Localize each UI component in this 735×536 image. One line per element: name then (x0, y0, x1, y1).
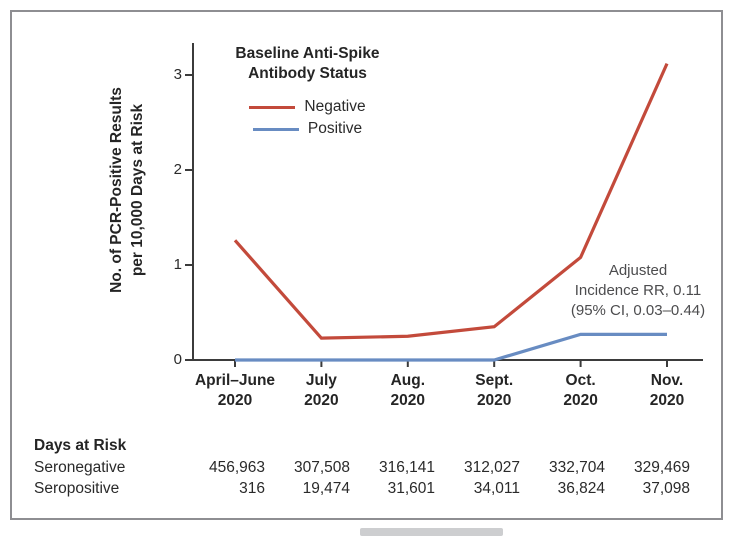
x-tick-label-0: April–June 2020 (180, 371, 290, 411)
legend-item-positive: Positive (200, 118, 415, 140)
table-cell: 316,141 (378, 459, 435, 476)
x-tick-month-1: July (305, 372, 337, 389)
table-cell: 329,469 (633, 459, 690, 476)
x-tick-month-5: Nov. (650, 372, 684, 389)
legend: Baseline Anti-Spike Antibody Status Nega… (200, 44, 415, 140)
x-tick-year-4: 2020 (563, 392, 598, 409)
y-tick-label-2: 2 (173, 161, 182, 178)
days-at-risk-title: Days at Risk (34, 437, 127, 454)
table-cell: 312,027 (463, 459, 520, 476)
table-cell: 19,474 (302, 480, 350, 497)
legend-item-label: Positive (307, 120, 363, 137)
legend-item-label: Negative (304, 98, 366, 115)
table-cell: 31,601 (387, 480, 435, 497)
x-tick-month-3: Sept. (475, 372, 514, 389)
table-cell: 307,508 (293, 459, 350, 476)
table-cell: 37,098 (642, 480, 690, 497)
table-row-seronegative: Seronegative 456,963 307,508 316,141 312,027… (34, 459, 704, 480)
row-label: Seropositive (34, 480, 120, 497)
x-tick-year-3: 2020 (476, 392, 512, 409)
table-cell: 332,704 (548, 459, 605, 476)
x-tick-year-0: 2020 (217, 392, 253, 409)
y-axis-title: No. of PCR-Positive Results per 10,000 D… (106, 87, 148, 293)
table-row-seropositive: Seropositive 316 19,474 31,601 34,011 36,824 3… (34, 480, 704, 501)
x-tick-month-4: Oct. (565, 372, 596, 389)
x-tick-label-3: Sept. 2020 (439, 371, 549, 411)
row-label: Seronegative (34, 459, 126, 476)
legend-title-line1: Baseline Anti-Spike (235, 45, 380, 62)
horizontal-scrollbar-thumb[interactable] (360, 528, 503, 536)
y-axis-title-line2: per 10,000 Days at Risk (129, 103, 146, 277)
series-line-negative (233, 62, 669, 340)
y-tick-label-1: 1 (173, 256, 182, 273)
figure-border-box (10, 10, 723, 520)
table-cell: 456,963 (208, 459, 265, 476)
x-tick-label-1: July 2020 (266, 371, 376, 411)
x-tick-month-2: Aug. (390, 372, 426, 389)
x-tick-month-0: April–June (194, 372, 276, 389)
rr-annotation-line3: (95% CI, 0.03–0.44) (570, 302, 706, 319)
legend-line-swatch-positive (252, 127, 299, 131)
table-cell: 316 (239, 480, 265, 497)
series-line-positive (235, 332, 667, 362)
x-tick-year-1: 2020 (304, 392, 339, 409)
table-cell: 36,824 (557, 480, 605, 497)
legend-title-line2: Antibody Status (248, 65, 367, 82)
y-tick-label-3: 3 (173, 66, 182, 83)
rr-annotation-line1: Adjusted (608, 262, 668, 279)
y-axis-title-line1: No. of PCR-Positive Results (108, 87, 125, 293)
table-cell: 34,011 (473, 480, 520, 497)
rr-annotation: Adjusted Incidence RR, 0.11 (95% CI, 0.0… (552, 261, 724, 321)
rr-annotation-line2: Incidence RR, 0.11 (574, 282, 702, 299)
x-tick-label-5: Nov. 2020 (612, 371, 722, 411)
x-tick-label-2: Aug. 2020 (353, 371, 463, 411)
x-tick-label-4: Oct. 2020 (526, 371, 636, 411)
legend-line-swatch-negative (249, 105, 296, 109)
x-tick-year-5: 2020 (649, 392, 685, 409)
y-tick-label-0: 0 (173, 351, 182, 368)
x-tick-year-2: 2020 (390, 392, 426, 409)
legend-items: Negative Positive (200, 96, 415, 140)
legend-item-negative: Negative (200, 96, 415, 118)
